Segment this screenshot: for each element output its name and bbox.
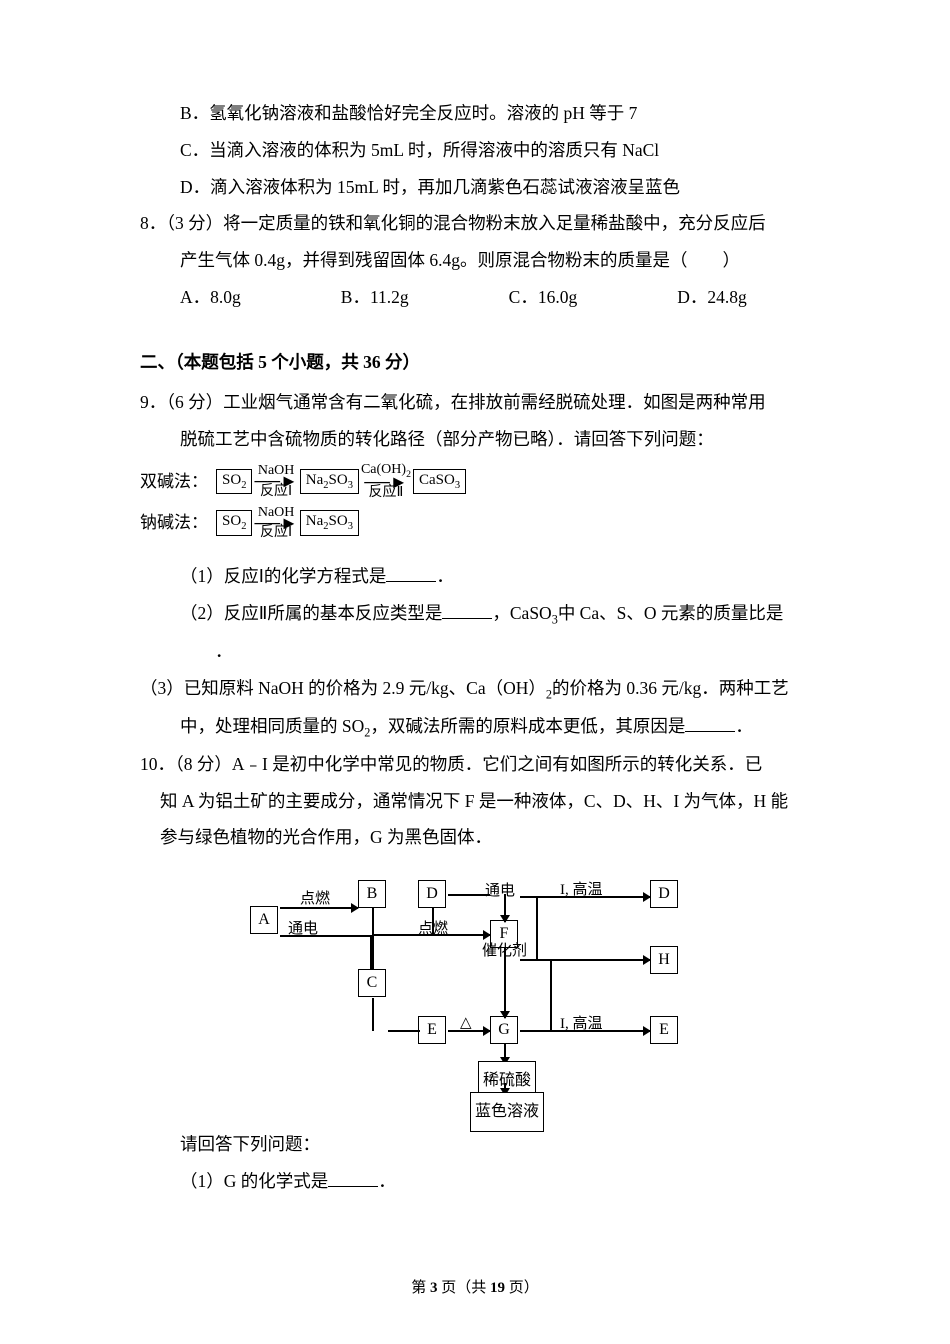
q8-options: A．8.0g B．11.2g C．16.0g D．24.8g (140, 279, 820, 316)
q9-sub2: （2）反应Ⅱ所属的基本反应类型是，CaSO3中 Ca、S、O 元素的质量比是 (140, 595, 820, 633)
box-na2so3-b: Na2SO3 (300, 510, 359, 536)
arrow-rxn1: NaOH ──► 反应Ⅰ (254, 464, 297, 499)
diagram-double-alkali: 双碱法： SO2 NaOH ──► 反应Ⅰ Na2SO3 Ca(OH)2 ──►… (140, 463, 820, 500)
box-so2-b: SO2 (216, 510, 252, 536)
q8-opt-b: B．11.2g (341, 279, 409, 316)
box-d: D (418, 880, 446, 908)
double-label: 双碱法： (140, 464, 208, 500)
q10-figure: A 点燃 通电 B D C 点燃 F 通电 催化剂 I, 高温 D H E E … (140, 866, 820, 1106)
q9-line2: 脱硫工艺中含硫物质的转化路径（部分产物已略）．请回答下列问题： (140, 421, 820, 458)
q10-line2: 知 A 为铝土矿的主要成分，通常情况下 F 是一种液体，C、D、H、I 为气体，… (140, 783, 820, 820)
q8-opt-d: D．24.8g (677, 279, 747, 316)
q9-sub1: （1）反应Ⅰ的化学方程式是． (140, 558, 820, 595)
sodium-label: 钠碱法： (140, 505, 208, 541)
arrow-rxn2: Ca(OH)2 ──► 反应Ⅱ (361, 463, 411, 500)
box-so2: SO2 (216, 469, 252, 495)
q8-line1: 8．（3 分）将一定质量的铁和氧化铜的混合物粉末放入足量稀盐酸中，充分反应后 (140, 205, 820, 242)
q8-opt-a: A．8.0g (180, 279, 241, 316)
option-d: D．滴入溶液体积为 15mL 时，再加几滴紫色石蕊试液溶液呈蓝色 (140, 169, 820, 206)
label-tongdian-2: 通电 (485, 876, 515, 908)
box-h: H (650, 946, 678, 974)
q8-line2: 产生气体 0.4g，并得到残留固体 6.4g。则原混合物粉末的质量是（ ） (140, 242, 820, 279)
diagram-sodium-alkali: 钠碱法： SO2 NaOH ──► 反应Ⅰ Na2SO3 (140, 505, 820, 541)
box-a: A (250, 906, 278, 934)
option-c: C．当滴入溶液的体积为 5mL 时，所得溶液中的溶质只有 NaCl (140, 132, 820, 169)
box-c: C (358, 969, 386, 997)
option-b: B．氢氧化钠溶液和盐酸恰好完全反应时。溶液的 pH 等于 7 (140, 95, 820, 132)
q9-sub2b: ． (140, 633, 820, 670)
box-e: E (418, 1016, 446, 1044)
q10-line1: 10．（8 分）A﹣I 是初中化学中常见的物质．它们之间有如图所示的转化关系．已 (140, 746, 820, 783)
label-dianran-2: 点燃 (418, 914, 448, 946)
label-gaowen-2: I, 高温 (560, 1009, 603, 1041)
box-caso3: CaSO3 (413, 469, 466, 495)
box-b: B (358, 880, 386, 908)
q10-sub1: （1）G 的化学式是． (140, 1163, 820, 1200)
box-d2: D (650, 880, 678, 908)
page-footer: 第 3 页（共 19 页） (0, 1273, 950, 1305)
label-dianran-1: 点燃 (300, 884, 330, 916)
q10-line3: 参与绿色植物的光合作用，G 为黑色固体． (140, 819, 820, 856)
q8-opt-c: C．16.0g (509, 279, 578, 316)
q9-sub3a: （3）已知原料 NaOH 的价格为 2.9 元/kg、Ca（OH）2的价格为 0… (140, 670, 820, 708)
arrow-rxn1-b: NaOH ──► 反应Ⅰ (254, 506, 297, 541)
box-e2: E (650, 1016, 678, 1044)
q9-sub3b: 中，处理相同质量的 SO2，双碱法所需的原料成本更低，其原因是． (140, 708, 820, 746)
label-tongdian-1: 通电 (288, 914, 318, 946)
q9-line1: 9．（6 分）工业烟气通常含有二氧化硫，在排放前需经脱硫处理．如图是两种常用 (140, 384, 820, 421)
box-na2so3: Na2SO3 (300, 469, 359, 495)
box-g: G (490, 1016, 518, 1044)
box-lanse: 蓝色溶液 (470, 1092, 544, 1132)
section-2-title: 二、（本题包括 5 个小题，共 36 分） (140, 344, 820, 381)
label-delta: △ (460, 1008, 472, 1040)
label-gaowen-1: I, 高温 (560, 875, 603, 907)
